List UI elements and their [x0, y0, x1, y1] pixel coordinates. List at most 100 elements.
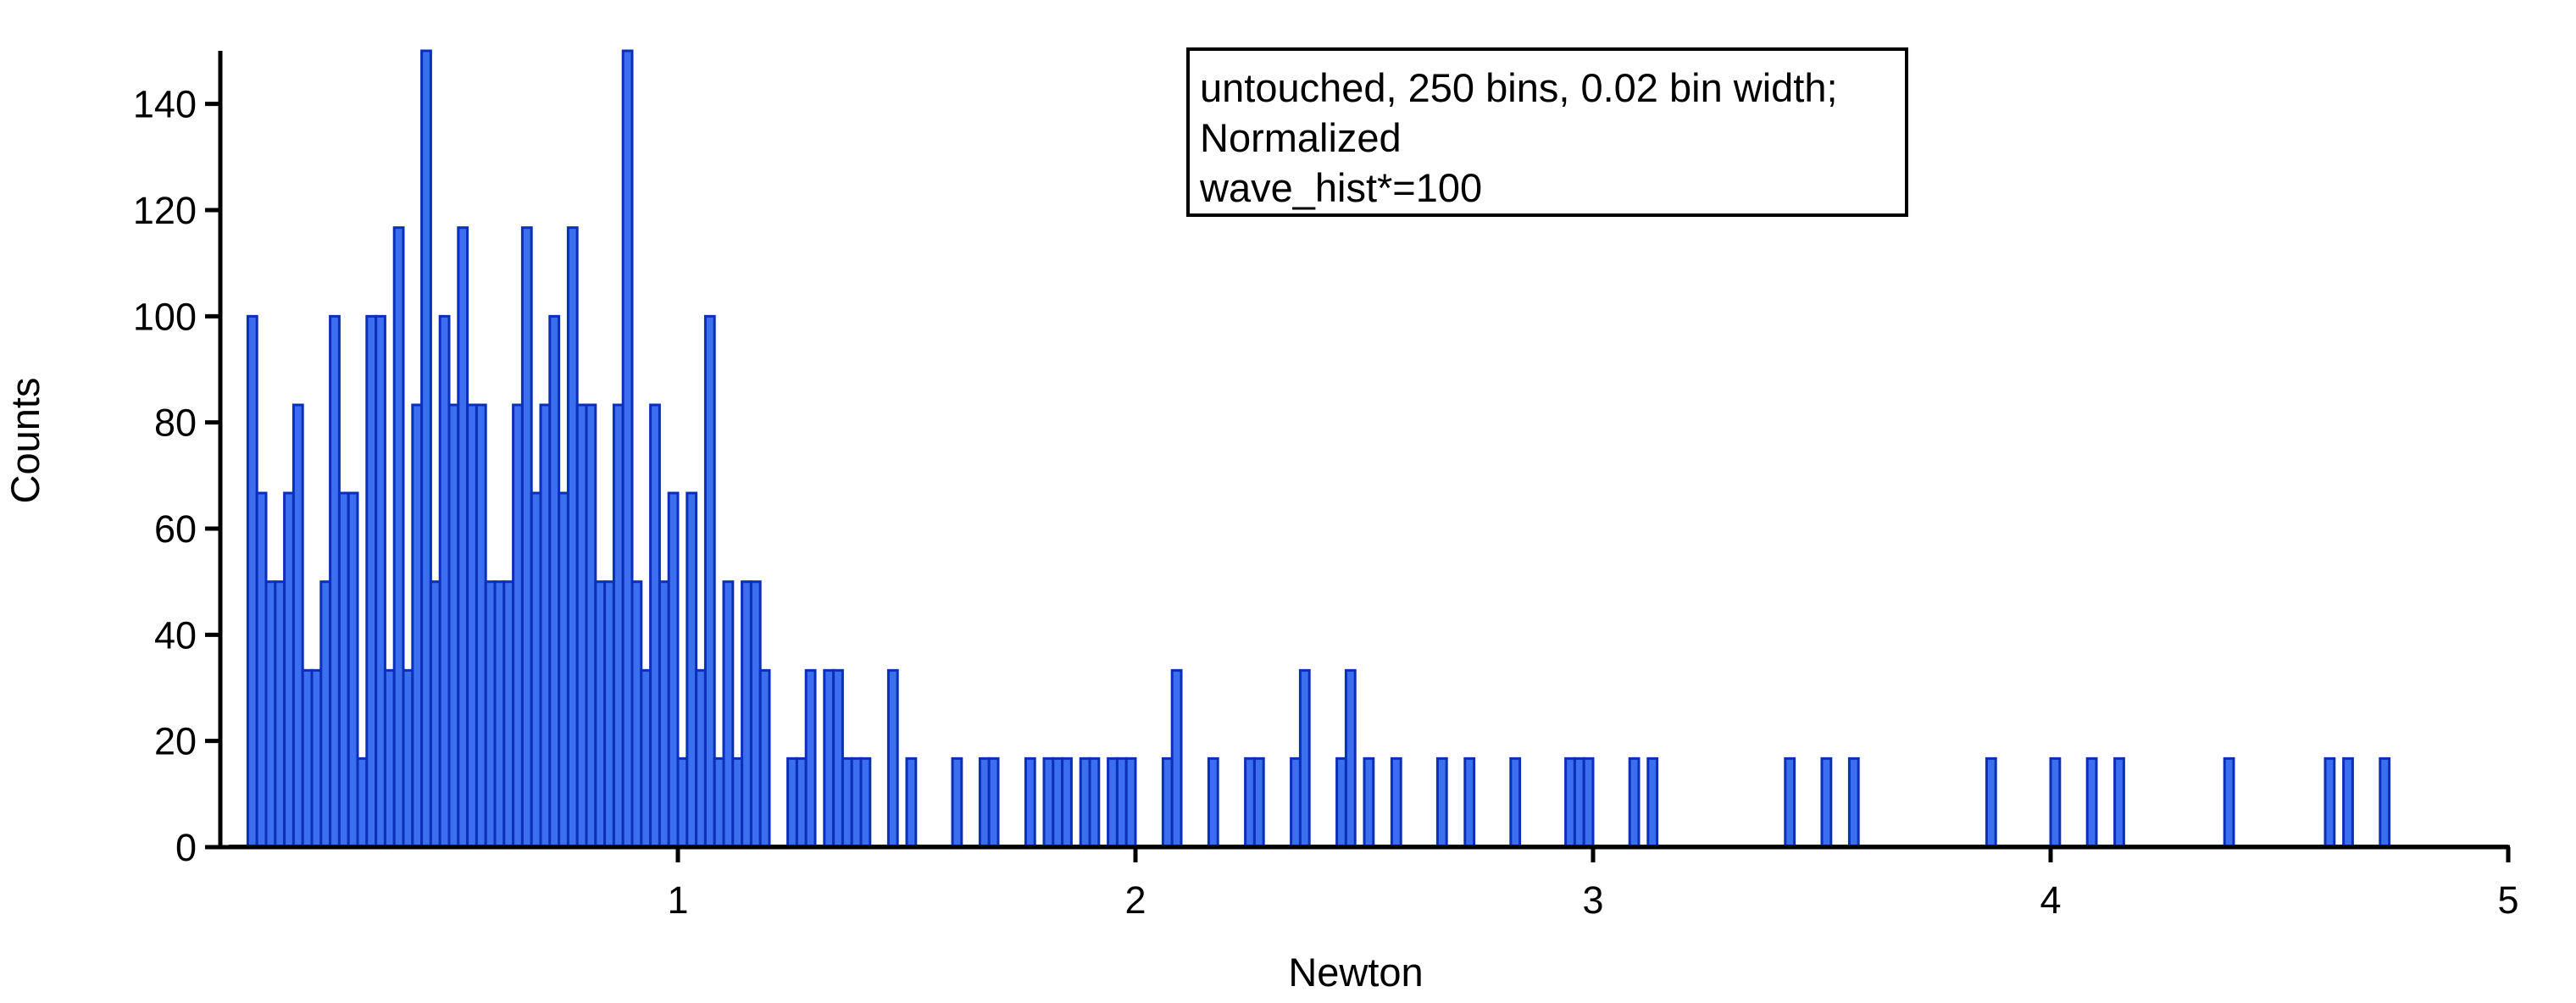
- histogram-bar-19: [420, 49, 432, 849]
- histogram-bar-107: [2342, 756, 2354, 849]
- histogram-bar-43: [640, 668, 652, 849]
- legend-line-1: untouched, 250 bins, 0.02 bin width;: [1200, 65, 1838, 110]
- histogram-bar-46: [667, 491, 680, 849]
- histogram-bar-13: [365, 314, 378, 849]
- histogram-bar-27: [493, 580, 506, 849]
- legend-line-3: wave_hist*=100: [1200, 165, 1483, 210]
- histogram-bar-26: [484, 580, 497, 849]
- histogram-bar-98: [1784, 756, 1796, 849]
- histogram-bar-14: [375, 314, 386, 849]
- histogram-bar-24: [466, 403, 478, 849]
- histogram-bar-92: [1509, 756, 1522, 849]
- x-tick-label-3: 3: [1582, 878, 1603, 922]
- legend-line-2: Normalized: [1200, 115, 1402, 160]
- histogram-bar-100: [1847, 756, 1860, 849]
- histogram-bar-22: [447, 403, 460, 849]
- y-tick-label-100: 100: [133, 295, 197, 338]
- histogram-bar-34: [558, 491, 569, 849]
- histogram-bar-84: [1290, 756, 1302, 849]
- histogram-bar-48: [686, 491, 698, 849]
- histogram-bar-57: [786, 756, 798, 849]
- histogram-bar-50: [703, 314, 716, 849]
- legend-annotation-box: untouched, 250 bins, 0.02 bin width; Nor…: [1186, 47, 1908, 217]
- y-tick-label-20: 20: [154, 720, 197, 763]
- histogram-bar-16: [392, 226, 405, 849]
- histogram-bar-32: [539, 403, 552, 849]
- histogram-bar-94: [1573, 756, 1585, 849]
- histogram-bar-31: [530, 491, 542, 849]
- y-tick-label-120: 120: [133, 189, 197, 232]
- histogram-bar-101: [1985, 756, 1997, 849]
- histogram-bar-52: [722, 580, 735, 849]
- histogram-bar-1: [255, 491, 268, 849]
- histogram-bar-36: [575, 403, 588, 849]
- histogram-bar-9: [329, 314, 341, 849]
- histogram-bar-25: [475, 403, 487, 849]
- histogram-bar-51: [713, 756, 725, 849]
- histogram-bar-76: [1107, 756, 1119, 849]
- histogram-bar-75: [1088, 756, 1101, 849]
- histogram-bar-58: [795, 756, 808, 849]
- histogram-bar-79: [1161, 756, 1174, 849]
- x-axis-ticks: 1 2 3 4 5: [667, 847, 2519, 922]
- histogram-bar-6: [301, 668, 314, 849]
- histogram-bar-89: [1390, 756, 1402, 849]
- histogram-bar-91: [1463, 756, 1476, 849]
- histogram-bar-78: [1124, 756, 1137, 849]
- histogram-bar-55: [749, 580, 762, 849]
- histogram-bar-87: [1344, 668, 1357, 849]
- x-tick-label-2: 2: [1124, 878, 1146, 922]
- histogram-bar-45: [658, 580, 670, 849]
- histogram-bar-18: [411, 403, 424, 849]
- histogram-bar-29: [512, 403, 524, 849]
- histogram-bar-74: [1079, 756, 1091, 849]
- y-axis-ticks: 0 20 40 60 80 100 120 140: [133, 83, 220, 869]
- histogram-bar-73: [1061, 756, 1073, 849]
- histogram-bar-70: [1024, 756, 1036, 849]
- histogram-bar-77: [1115, 756, 1128, 849]
- histogram-bars: [246, 49, 2391, 849]
- histogram-bar-72: [1052, 756, 1064, 849]
- histogram-bar-39: [603, 580, 615, 849]
- histogram-bar-59: [804, 668, 817, 849]
- histogram-bar-15: [383, 668, 396, 849]
- histogram-bar-3: [274, 580, 286, 849]
- histogram-bar-66: [905, 756, 918, 849]
- histogram-bar-44: [649, 403, 661, 849]
- histogram-bar-63: [850, 756, 863, 849]
- x-axis-label: Newton: [1288, 950, 1423, 995]
- histogram-bar-30: [520, 226, 533, 849]
- histogram-bar-95: [1582, 756, 1595, 849]
- histogram-bar-65: [886, 668, 899, 849]
- histogram-bar-103: [2085, 756, 2098, 849]
- histogram-bar-41: [621, 49, 634, 849]
- histogram-bar-21: [438, 314, 451, 849]
- histogram-bar-81: [1207, 756, 1219, 849]
- histogram-bar-20: [429, 580, 441, 849]
- histogram-bar-60: [823, 668, 836, 849]
- histogram-bar-90: [1435, 756, 1448, 849]
- histogram-bar-54: [741, 580, 752, 849]
- histogram-bar-85: [1298, 668, 1311, 849]
- histogram-bar-67: [951, 756, 963, 849]
- histogram-bar-68: [978, 756, 991, 849]
- histogram-bar-105: [2223, 756, 2235, 849]
- histogram-bar-108: [2379, 756, 2391, 849]
- histogram-bar-17: [402, 668, 414, 849]
- histogram-bar-69: [987, 756, 1000, 849]
- histogram-bar-8: [319, 580, 332, 849]
- histogram-bar-64: [859, 756, 872, 849]
- histogram-bar-97: [1646, 756, 1659, 849]
- x-tick-label-1: 1: [667, 878, 688, 922]
- histogram-bar-106: [2323, 756, 2336, 849]
- histogram-bar-99: [1820, 756, 1833, 849]
- histogram-bar-28: [502, 580, 515, 849]
- histogram-bar-53: [731, 756, 744, 849]
- histogram-bar-88: [1363, 756, 1375, 849]
- histogram-bar-0: [246, 314, 258, 849]
- histogram-bar-56: [758, 668, 771, 849]
- y-tick-label-140: 140: [133, 83, 197, 126]
- x-tick-label-4: 4: [2040, 878, 2061, 922]
- x-tick-label-5: 5: [2497, 878, 2518, 922]
- y-tick-label-60: 60: [154, 507, 197, 551]
